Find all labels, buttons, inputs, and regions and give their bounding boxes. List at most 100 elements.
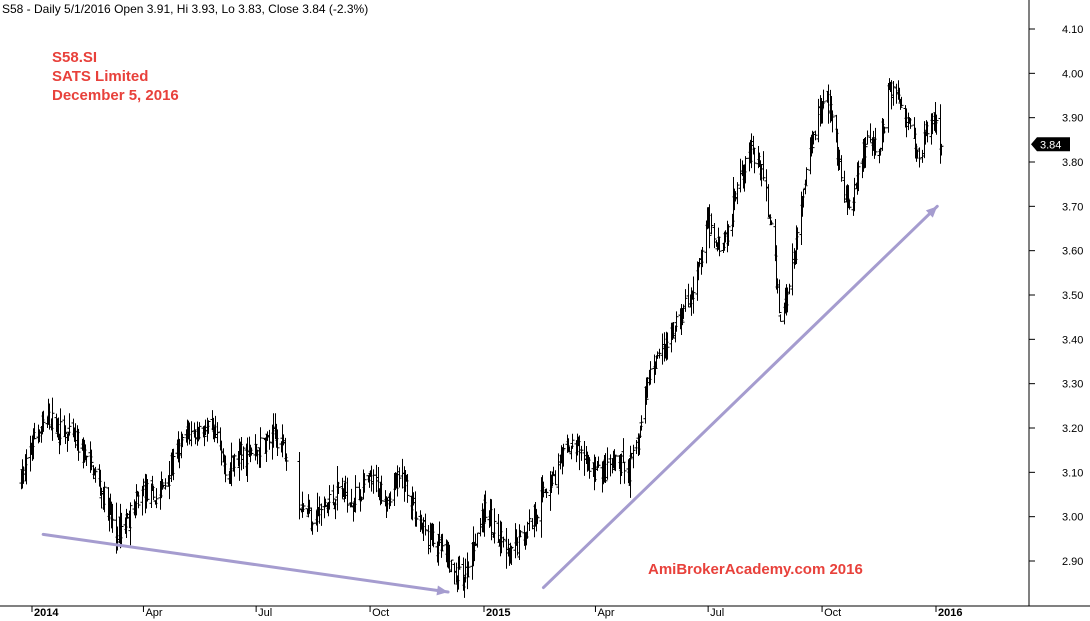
ohlc-bar [466,561,471,578]
ohlc-bar [603,453,608,483]
ohlc-bar [189,421,194,447]
x-tick-label: Jul [258,607,272,619]
ohlc-bar [570,433,575,449]
ohlc-bar [128,502,133,546]
ohlc-bar [882,126,887,134]
ohlc-bar [501,536,506,548]
ohlc-bar [345,477,350,513]
ohlc-bar [336,481,341,495]
y-tick-label: 3.70 [1062,201,1083,213]
ohlc-bar [215,422,220,444]
ohlc-bar [865,130,870,145]
ohlc-bar [683,289,688,312]
ohlc-bar [847,199,852,210]
y-axis: 2.90 3.00 3.10 3.20 3.30 3.40 3.50 3.60 3.70 3.80… [1029,24,1083,568]
last-close-badge-shape [1031,137,1070,152]
y-tick-label: 3.60 [1062,246,1083,258]
ohlc-bar [914,143,919,162]
ohlc-bar [457,555,462,570]
ohlc-bar [284,453,289,471]
ohlc-bar [787,283,792,294]
ohlc-bar [93,466,98,483]
ohlc-bar [414,511,419,527]
ohlc-bar [544,488,549,499]
ohlc-bar [353,475,358,513]
ohlc-bar [359,496,364,502]
ohlc-bar [275,429,280,456]
x-tick-label: Apr [145,607,162,619]
x-tick-label: Jul [710,607,724,619]
ohlc-bar [579,445,584,461]
y-tick-label: 4.00 [1062,68,1083,80]
ohlc-bar [241,446,246,470]
ohlc-bar [674,311,679,332]
ohlc-bar [761,151,766,181]
y-tick-label: 3.90 [1062,113,1083,125]
x-tick-label: Oct [824,607,841,619]
ohlc-bar [917,147,922,168]
ohlc-bar [743,156,748,184]
y-tick-label: 3.10 [1062,467,1083,479]
ohlc-bar [622,462,627,484]
ohlc-bar [891,81,896,106]
symbol-label: S58.SI [52,49,97,66]
ohlc-bar [631,444,636,469]
company-label: SATS Limited [52,68,148,85]
last-close-badge: 3.84 [1031,137,1070,152]
ohlc-bar [405,474,410,503]
ohlc-bar [492,508,497,544]
ohlc-bar [665,332,670,360]
ohlc-bar [206,420,211,434]
y-tick-label: 4.10 [1062,24,1083,36]
ohlc-bar [769,220,774,226]
ohlc-bar [301,503,306,513]
ohlc-bar [925,121,930,143]
ohlc-bar [553,470,558,486]
ohlc-bar [160,479,165,490]
ohlc-bar [145,478,150,502]
ohlc-bar [319,503,324,526]
ohlc-bar [151,485,156,501]
ohlc-bar [535,514,540,525]
ohlc-bar [102,481,107,513]
ohlc-bar [119,512,124,548]
ohlc-bar [712,223,717,249]
trend-arrows [41,204,939,596]
ohlc-bar [180,433,185,448]
ohlc-bar [596,456,601,468]
ohlc-bar [653,361,658,375]
trend-arrowhead [436,585,449,596]
ohlc-bar [934,114,939,135]
ohlc-bar [76,428,81,461]
x-tick-label: 2016 [938,607,962,619]
ohlc-bar [84,455,89,466]
ohlc-bar [726,224,731,246]
ohlc-bar [431,523,436,548]
ohlc-bar [509,545,514,566]
ohlc-bar [232,453,237,477]
ohlc-bar [310,521,315,535]
y-tick-label: 2.90 [1062,556,1083,568]
x-tick-label: Oct [372,607,389,619]
ohlc-bar [830,110,835,133]
ohlc-bar [32,422,37,440]
ohlc-bar [561,443,566,467]
ohlc-bar [795,227,800,250]
chart-header: S58 - Daily 5/1/2016 Open 3.91, Hi 3.93,… [2,2,368,16]
ohlc-bar [331,484,336,506]
ohlc-bar [709,213,714,235]
ohlc-bar [613,455,618,472]
ohlc-bar [821,89,826,109]
y-tick-label: 3.80 [1062,157,1083,169]
ohlc-bar [735,182,740,205]
ohlc-bar [249,447,254,456]
ohlc-bar [267,429,272,450]
ohlc-bar [518,530,523,538]
ohlc-bar [24,449,29,485]
ohlc-bar [899,96,904,107]
ohlc-bar [171,448,176,481]
trend-line [541,204,939,590]
ohlc-bar [863,137,868,168]
y-tick-label: 3.40 [1062,334,1083,346]
